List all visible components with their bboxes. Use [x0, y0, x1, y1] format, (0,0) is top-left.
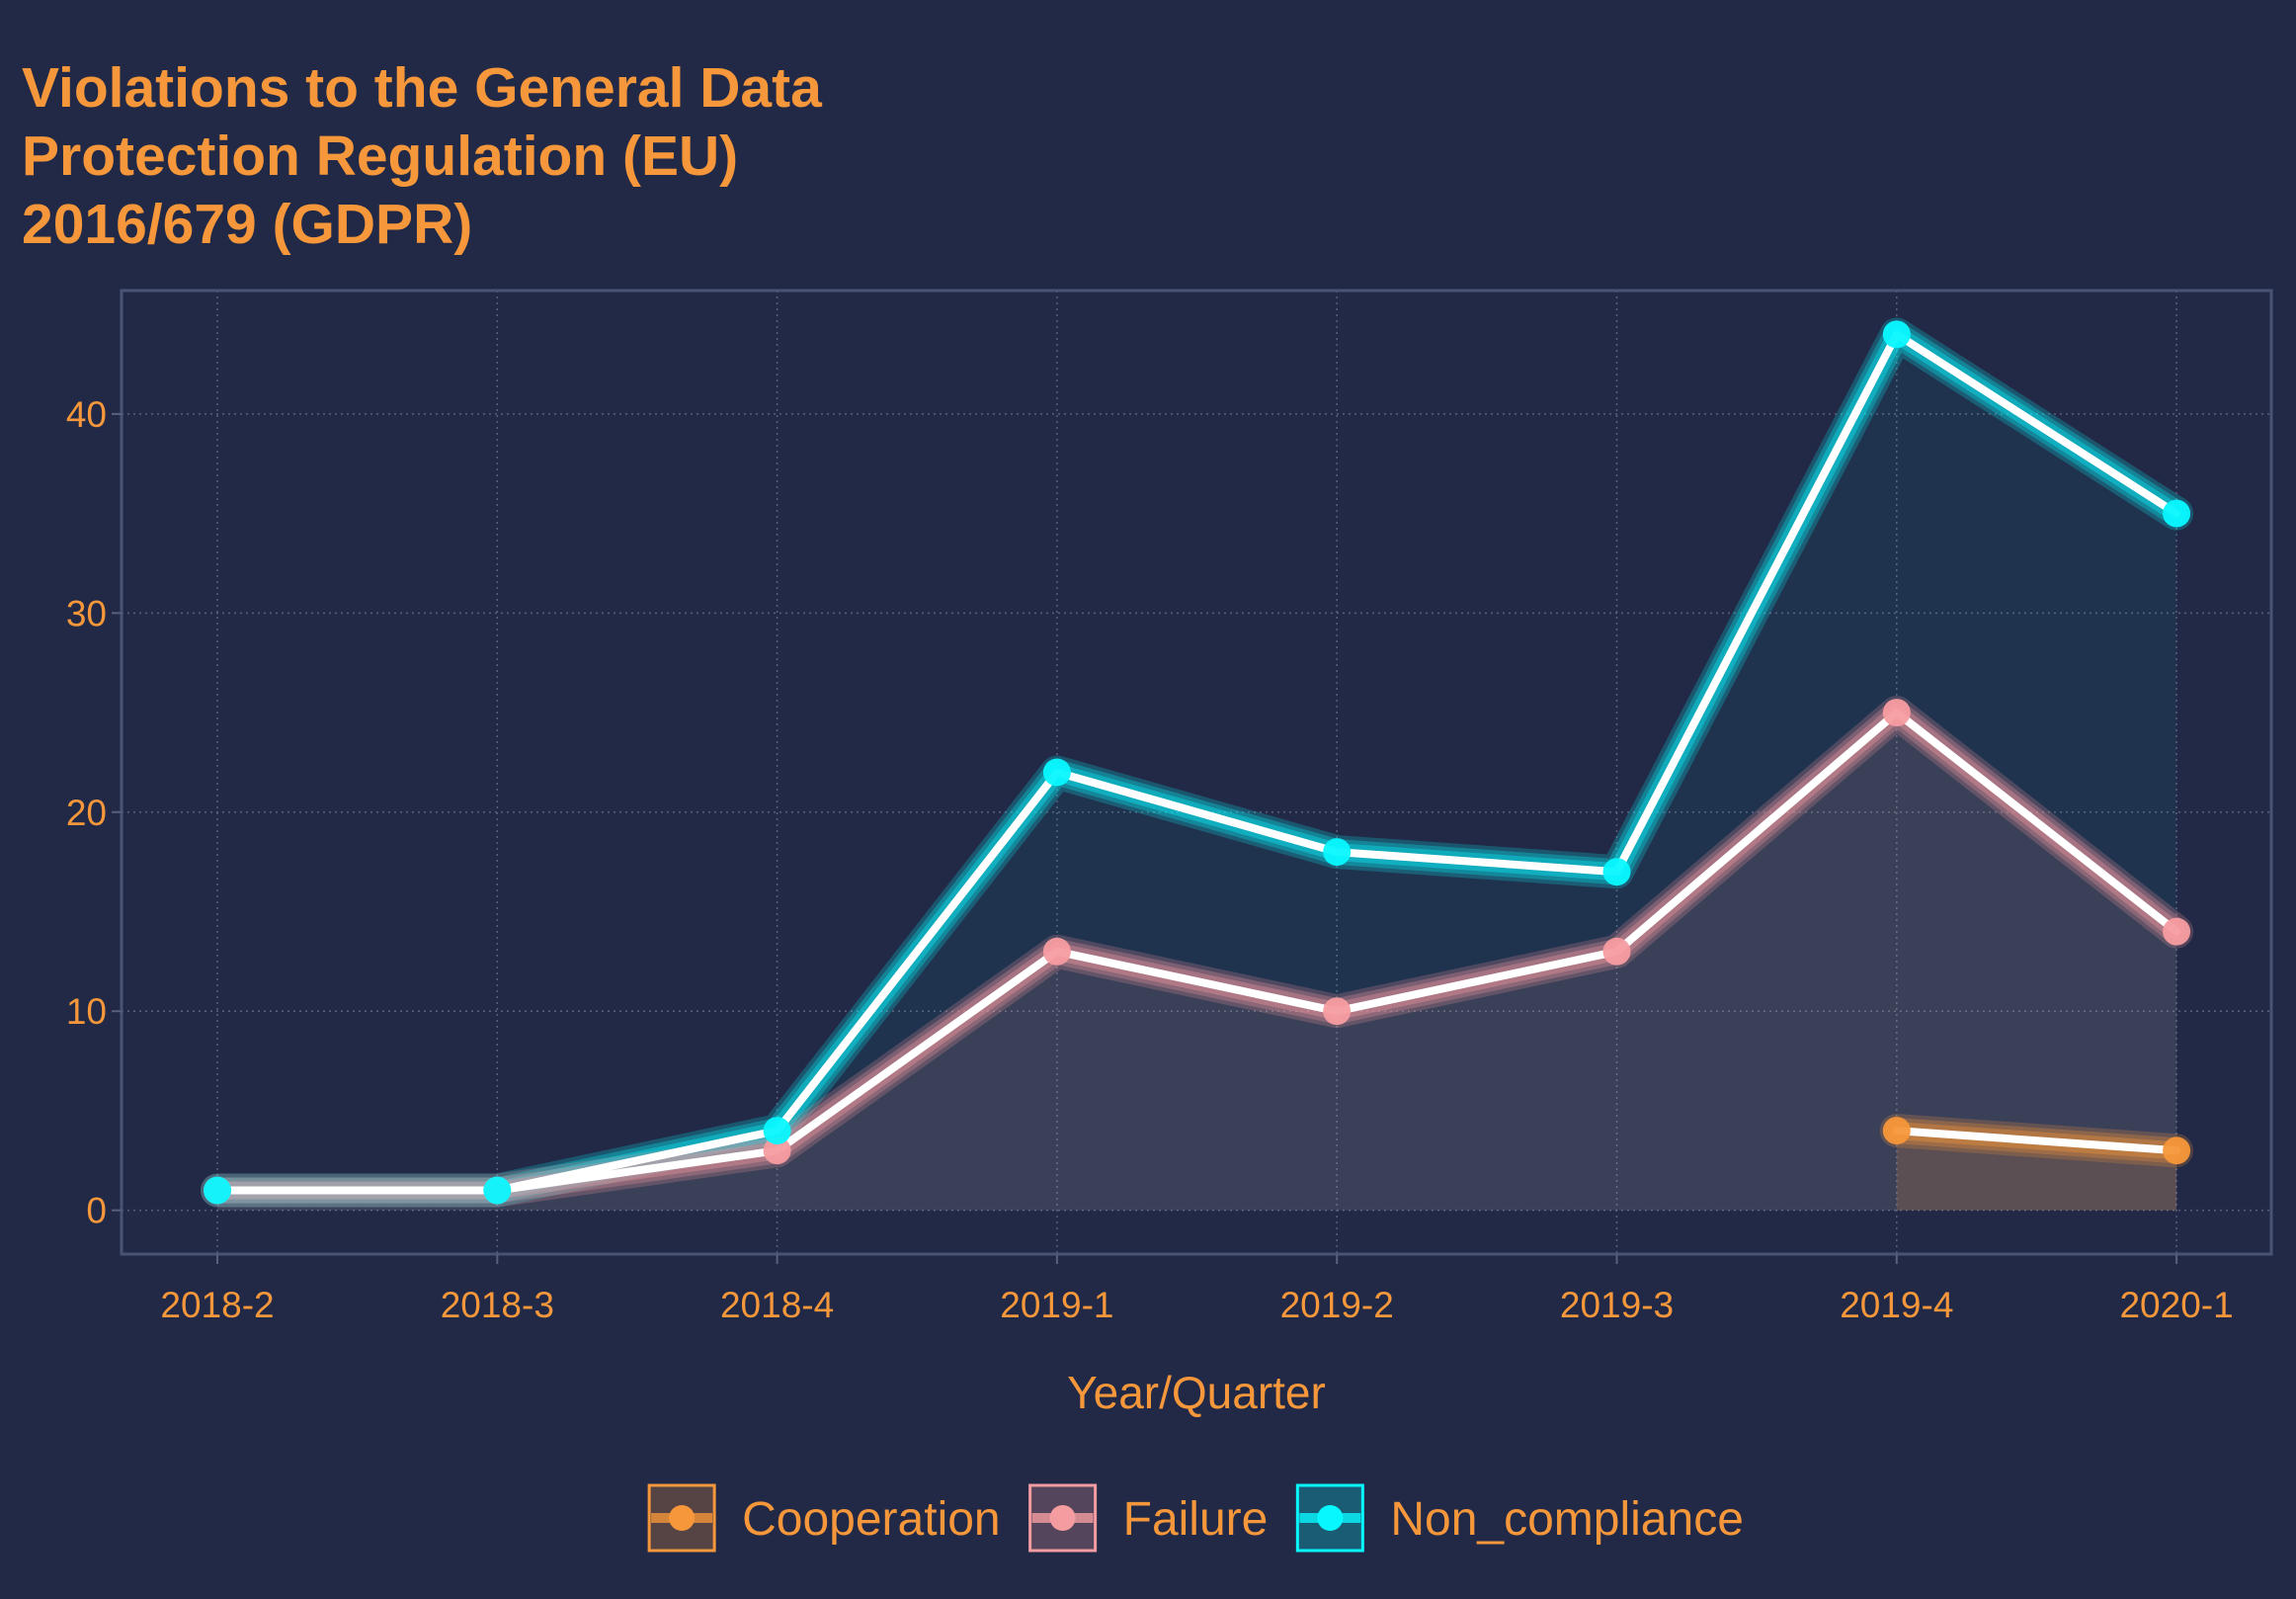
line-failure — [213, 709, 2181, 1195]
point-non-compliance-2019-1 — [1042, 758, 1071, 787]
legend-item-non-compliance: Non_compliance — [1295, 1483, 1744, 1553]
point-cooperation-2019-4 — [1882, 1117, 1911, 1145]
x-axis: 2018-2 2018-3 2018-4 2019-1 2019-2 2019-3 2019… — [160, 1254, 2234, 1325]
point-failure-2019-1 — [1042, 937, 1071, 966]
chart-title-line-3: 2016/679 (GDPR) — [22, 193, 472, 256]
y-tick-label-40: 40 — [66, 394, 107, 435]
legend-label-failure: Failure — [1123, 1493, 1269, 1546]
x-tick-label-2018-3: 2018-3 — [441, 1285, 554, 1325]
point-failure-2018-4 — [763, 1136, 791, 1165]
y-tick-label-10: 10 — [66, 991, 107, 1032]
area-fills — [217, 334, 2177, 1211]
x-tick-label-2019-4: 2019-4 — [1840, 1285, 1953, 1325]
point-non-compliance-2019-3 — [1602, 858, 1631, 886]
x-tick-label-2019-1: 2019-1 — [1000, 1285, 1113, 1325]
point-non-compliance-2018-4 — [763, 1117, 791, 1145]
point-failure-2019-2 — [1323, 997, 1352, 1026]
plot-panel — [120, 289, 2273, 1256]
y-axis: 0 10 20 30 40 — [66, 394, 122, 1231]
chart-title-line-2: Protection Regulation (EU) — [22, 125, 738, 188]
legend-label-cooperation: Cooperation — [742, 1493, 1001, 1546]
x-tick-label-2019-3: 2019-3 — [1560, 1285, 1674, 1325]
x-tick-label-2019-2: 2019-2 — [1280, 1285, 1394, 1325]
point-failure-2020-1 — [2163, 917, 2191, 946]
point-non-compliance-2020-1 — [2163, 499, 2191, 528]
point-non-compliance-2018-2 — [204, 1176, 231, 1205]
data-points — [204, 320, 2191, 1205]
point-failure-2019-4 — [1882, 699, 1911, 727]
point-failure-2019-3 — [1602, 937, 1631, 966]
line-cooperation — [1892, 1127, 2181, 1155]
area-failure — [217, 713, 2177, 1211]
area-non-compliance — [217, 334, 2177, 1211]
point-non-compliance-2019-2 — [1323, 838, 1352, 867]
legend-key-point-non-compliance — [1317, 1505, 1344, 1531]
point-non-compliance-2019-4 — [1882, 320, 1911, 349]
legend-label-non-compliance: Non_compliance — [1390, 1493, 1744, 1546]
panel-border — [120, 289, 2273, 1256]
area-cooperation — [1896, 1131, 2177, 1211]
y-tick-label-20: 20 — [66, 793, 107, 833]
series-lines — [213, 330, 2181, 1195]
point-non-compliance-2018-3 — [483, 1176, 512, 1205]
y-tick-label-30: 30 — [66, 593, 107, 633]
x-tick-label-2018-4: 2018-4 — [720, 1285, 834, 1325]
chart-title-line-1: Violations to the General Data — [22, 56, 823, 120]
x-tick-label-2018-2: 2018-2 — [160, 1285, 274, 1325]
y-tick-label-0: 0 — [86, 1191, 107, 1231]
legend-item-cooperation: Cooperation — [647, 1483, 1001, 1553]
grid — [122, 291, 2271, 1254]
x-axis-title: Year/Quarter — [1067, 1367, 1326, 1418]
legend-key-point-cooperation — [669, 1505, 696, 1531]
legend-item-failure: Failure — [1028, 1483, 1269, 1553]
legend: Cooperation Failure Non_compliance — [647, 1483, 1744, 1553]
legend-key-point-failure — [1049, 1505, 1076, 1531]
x-tick-label-2020-1: 2020-1 — [2119, 1285, 2233, 1325]
point-cooperation-2020-1 — [2163, 1136, 2191, 1165]
